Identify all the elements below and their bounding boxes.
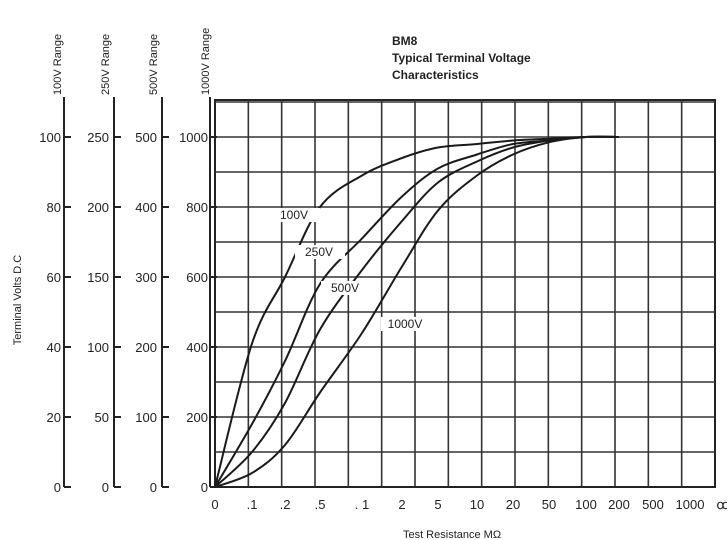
y-tick-label: 400 <box>135 200 157 215</box>
y-tick-label: 800 <box>186 200 208 215</box>
x-tick-label: .1 <box>247 497 258 512</box>
y-tick-label: 600 <box>186 270 208 285</box>
x-tick-label: 1000 <box>676 497 705 512</box>
y-tick-label: 400 <box>186 340 208 355</box>
x-tick-label: 50 <box>542 497 556 512</box>
y-tick-label: 0 <box>150 480 157 495</box>
y-tick-label: 60 <box>47 270 61 285</box>
x-tick-label: 20 <box>506 497 520 512</box>
chart-title-line: BM8 <box>392 34 418 48</box>
range-label: 100V Range <box>52 34 64 95</box>
y-tick-label: 50 <box>95 410 109 425</box>
x-tick-label: ꝏ <box>716 497 727 512</box>
y-tick-label: 40 <box>47 340 61 355</box>
y-tick-label: 1000 <box>179 130 208 145</box>
y-tick-label: 100 <box>87 340 109 355</box>
y-tick-label: 20 <box>47 410 61 425</box>
x-tick-label: 5 <box>434 497 441 512</box>
range-label: 500V Range <box>148 34 160 95</box>
y-axis-4: 0 200 400 600 800 1000 1000V Range <box>179 28 217 495</box>
series-label: 500V <box>331 281 359 295</box>
y-tick-label: 500 <box>135 130 157 145</box>
x-tick-label: .2 <box>280 497 291 512</box>
chart-title-line: Typical Terminal Voltage <box>392 51 531 65</box>
x-tick-label: 200 <box>608 497 630 512</box>
y-axis-3: 0 100 200 300 400 500 500V Range <box>135 34 169 495</box>
x-tick-label: 2 <box>398 497 405 512</box>
x-tick-label: 500 <box>642 497 664 512</box>
y-tick-label: 100 <box>135 410 157 425</box>
x-tick-label: .5 <box>315 497 326 512</box>
series-label-bg <box>270 208 320 222</box>
axes: 0 20 40 60 80 100 100V Range 0 50 100 150 200 250 250… <box>39 28 217 495</box>
series-label: 250V <box>305 245 333 259</box>
y-tick-label: 80 <box>47 200 61 215</box>
y-axis-1: 0 20 40 60 80 100 100V Range <box>39 34 71 495</box>
curve-1000V <box>214 135 620 488</box>
y-tick-label: 0 <box>54 480 61 495</box>
y-axis-2: 0 50 100 150 200 250 250V Range <box>87 34 121 495</box>
series-label-bg <box>295 245 345 259</box>
y-axis-title: Terminal Volts D.C <box>12 255 24 346</box>
series-label: 1000V <box>388 317 423 331</box>
x-tick-label: 10 <box>470 497 484 512</box>
y-tick-label: 250 <box>87 130 109 145</box>
y-tick-label: 0 <box>201 480 208 495</box>
series-label-bg <box>321 281 371 295</box>
y-tick-label: 200 <box>186 410 208 425</box>
x-axis-title: Test Resistance MΩ <box>403 529 501 540</box>
y-tick-label: 150 <box>87 270 109 285</box>
y-tick-label: 300 <box>135 270 157 285</box>
y-tick-label: 0 <box>102 480 109 495</box>
y-tick-label: 200 <box>87 200 109 215</box>
range-label: 250V Range <box>100 34 112 95</box>
y-tick-label: 100 <box>39 130 61 145</box>
chart-title-line: Characteristics <box>392 68 479 82</box>
y-tick-label: 200 <box>135 340 157 355</box>
curve-500V <box>214 135 620 488</box>
range-label: 1000V Range <box>200 28 212 95</box>
plot-frame <box>214 99 716 488</box>
curves: 100V 250V 500V 1000V <box>214 135 620 488</box>
x-tick-label: . 1 <box>355 497 369 512</box>
curve-100V <box>214 135 620 488</box>
series-label-bg <box>381 317 431 331</box>
plot-grid <box>214 99 716 488</box>
x-tick-label: 100 <box>575 497 597 512</box>
series-label: 100V <box>280 208 308 222</box>
x-tick-label: 0 <box>211 497 218 512</box>
